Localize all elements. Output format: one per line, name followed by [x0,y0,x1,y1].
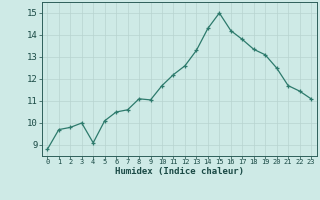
X-axis label: Humidex (Indice chaleur): Humidex (Indice chaleur) [115,167,244,176]
